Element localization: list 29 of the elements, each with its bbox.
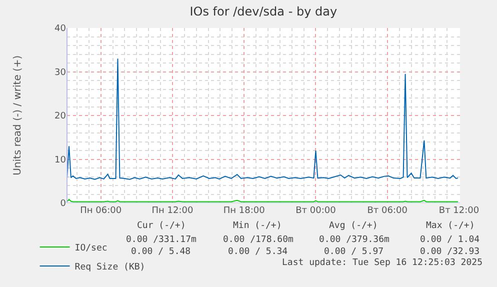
y-tick-label: 10: [54, 155, 66, 166]
text: 0.00 /331.17m: [126, 235, 196, 245]
y-tick-label: 20: [54, 112, 66, 122]
line-series: [67, 58, 459, 180]
y-tick-label: 40: [54, 24, 66, 34]
y-axis-title: Units read (-) / write (+): [12, 55, 24, 176]
x-tick-label: Вт 06:00: [367, 206, 408, 216]
text: Last update: Tue Sep 16 12:25:03 2025: [282, 258, 482, 268]
text: Avg (-/+): [329, 221, 378, 231]
text: 0.00 /379.36m: [319, 235, 390, 245]
x-tick-label: Пн 06:00: [80, 206, 122, 216]
x-tick-label: Вт 12:00: [438, 206, 480, 216]
text: 0.00 / 5.97: [324, 247, 384, 257]
text: Min (-/+): [233, 221, 282, 231]
text: 0.00 /178.60m: [223, 235, 294, 245]
chart-title: IOs for /dev/sda - by day: [190, 4, 338, 19]
text: 0.00 / 5.34: [228, 247, 288, 257]
text: 0.00 / 5.48: [131, 247, 191, 257]
x-tick-label: Пн 18:00: [223, 206, 266, 216]
legend-label: Req Size (KB): [74, 262, 146, 272]
text: Max (-/+): [426, 221, 475, 231]
legend-label: IO/sec: [74, 243, 108, 254]
y-tick-label: 0: [60, 199, 66, 210]
text: 0.00 /32.93: [420, 247, 480, 257]
y-tick-label: 30: [54, 68, 66, 78]
text: Cur (-/+): [137, 221, 186, 231]
x-tick-label: Вт 00:00: [296, 206, 336, 216]
x-tick-label: Пн 12:00: [152, 206, 194, 216]
text: 0.00 / 1.04: [420, 235, 480, 245]
